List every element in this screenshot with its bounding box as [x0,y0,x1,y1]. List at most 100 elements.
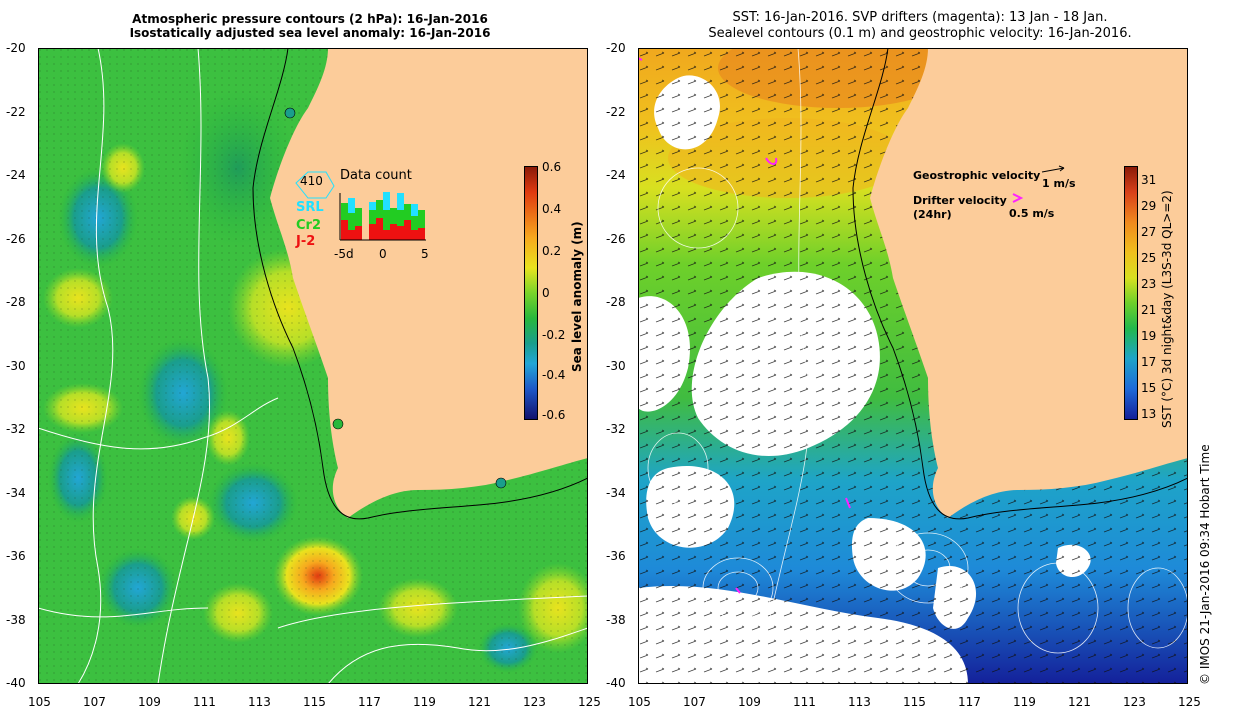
left-x-tick-7: 119 [413,695,436,709]
data-count-xlabel-start: -5d [334,247,354,261]
right-colorbar-label: SST (°C) 3d night&day (L3S-3d QL>=2) [1160,190,1174,428]
right-y-tick-3: -26 [606,232,626,246]
left-colorbar-tick-1: 0.4 [542,202,562,216]
drifter-scale-arrow [1012,193,1024,203]
right-x-tick-10: 125 [1178,695,1201,709]
left-y-tick-5: -30 [6,359,26,373]
left-y-tick-7: -34 [6,486,26,500]
drifter-velocity-label: Drifter velocity [913,194,1007,207]
left-colorbar-tick-6: -0.6 [542,408,566,422]
right-colorbar-tick-2: 27 [1141,225,1157,239]
left-y-tick-1: -22 [6,105,26,119]
right-colorbar-tick-6: 19 [1141,329,1157,343]
right-x-tick-2: 109 [738,695,761,709]
right-colorbar [1124,166,1138,420]
right-colorbar-tick-1: 29 [1141,199,1157,213]
right-x-tick-5: 115 [903,695,926,709]
left-x-tick-9: 123 [523,695,546,709]
right-map-title: SST: 16-Jan-2016. SVP drifters (magenta)… [640,10,1200,42]
left-y-tick-4: -28 [6,295,26,309]
right-x-tick-3: 111 [793,695,816,709]
right-y-tick-6: -32 [606,422,626,436]
right-colorbar-tick-0: 31 [1141,173,1157,187]
right-y-tick-9: -38 [606,613,626,627]
left-colorbar-tick-3: 0 [542,286,550,300]
right-title-line1: SST: 16-Jan-2016. SVP drifters (magenta)… [732,10,1108,25]
shelf-edge-contour [852,47,1189,520]
right-x-tick-6: 117 [958,695,981,709]
right-x-tick-9: 123 [1123,695,1146,709]
mission-label-j2: J-2 [295,234,315,249]
left-y-tick-9: -38 [6,613,26,627]
left-x-tick-3: 111 [193,695,216,709]
geostrophic-velocity-label: Geostrophic velocity [913,169,1040,182]
right-y-tick-8: -36 [606,549,626,563]
right-x-tick-1: 107 [683,695,706,709]
sealevel-contours [647,47,1189,685]
land [870,48,1188,518]
left-x-tick-8: 121 [468,695,491,709]
geostrophic-scale-arrow [1041,167,1065,173]
right-map-frame [638,48,1188,684]
data-count-bars [341,192,425,240]
left-x-tick-4: 113 [248,695,271,709]
right-y-tick-4: -28 [606,295,626,309]
tide-gauges [284,107,507,489]
sea-level-anomaly-map[interactable]: Data count 410 SRL Cr2 J-2 -5d [37,47,598,685]
data-count-xlabel-mid: 0 [379,247,387,261]
data-count-xlabel-end: 5 [421,247,429,261]
left-x-tick-5: 115 [303,695,326,709]
velocity-legend: Geostrophic velocity 1 m/s Drifter veloc… [913,165,1076,221]
right-colorbar-tick-7: 17 [1141,355,1157,369]
right-x-tick-0: 105 [628,695,651,709]
drifter-velocity-scale: 0.5 m/s [1009,207,1055,220]
land [270,48,588,518]
left-colorbar [524,166,538,420]
left-y-tick-6: -32 [6,422,26,436]
left-y-tick-2: -24 [6,168,26,182]
data-count-total: 410 [300,174,323,188]
right-y-tick-1: -22 [606,105,626,119]
drifter-velocity-sub: (24hr) [913,208,952,221]
right-y-tick-10: -40 [606,676,626,690]
left-colorbar-tick-4: -0.2 [542,328,566,342]
mission-label-srl: SRL [296,200,324,215]
left-y-tick-8: -36 [6,549,26,563]
left-x-tick-10: 125 [578,695,601,709]
left-colorbar-tick-2: 0.2 [542,244,562,258]
left-y-tick-10: -40 [6,676,26,690]
data-count-hexagon [295,171,335,199]
left-y-tick-3: -26 [6,232,26,246]
geostrophic-velocity-scale: 1 m/s [1042,177,1076,190]
sst-map[interactable]: Geostrophic velocity 1 m/s Drifter veloc… [637,28,1189,685]
shelf-edge-contour [252,47,589,520]
left-x-tick-6: 117 [358,695,381,709]
right-colorbar-tick-9: 13 [1141,407,1157,421]
data-count-inset: Data count 410 SRL Cr2 J-2 -5d [295,168,429,261]
left-colorbar-label: Sea level anomaly (m) [570,221,584,372]
left-colorbar-tick-0: 0.6 [542,160,562,174]
left-title-line1: Atmospheric pressure contours (2 hPa): 1… [132,12,488,26]
left-title-line2: Isostatically adjusted sea level anomaly… [129,26,491,40]
right-x-tick-8: 121 [1068,695,1091,709]
right-colorbar-tick-5: 21 [1141,303,1157,317]
left-x-tick-1: 107 [83,695,106,709]
mission-label-cr2: Cr2 [296,218,321,233]
right-y-tick-0: -20 [606,41,626,55]
right-x-tick-4: 113 [848,695,871,709]
imos-credit: © IMOS 21-Jan-2016 09:34 Hobart Time [1198,444,1212,685]
right-colorbar-tick-8: 15 [1141,381,1157,395]
right-y-tick-2: -24 [606,168,626,182]
left-map-title: Atmospheric pressure contours (2 hPa): 1… [60,12,560,40]
left-colorbar-tick-5: -0.4 [542,368,566,382]
left-x-tick-2: 109 [138,695,161,709]
right-y-tick-5: -30 [606,359,626,373]
data-count-title: Data count [340,168,412,183]
right-x-tick-7: 119 [1013,695,1036,709]
right-title-line2: Sealevel contours (0.1 m) and geostrophi… [708,26,1132,41]
left-map-frame [38,48,588,684]
right-colorbar-tick-4: 23 [1141,277,1157,291]
right-colorbar-tick-3: 25 [1141,251,1157,265]
left-y-tick-0: -20 [6,41,26,55]
left-x-tick-0: 105 [28,695,51,709]
